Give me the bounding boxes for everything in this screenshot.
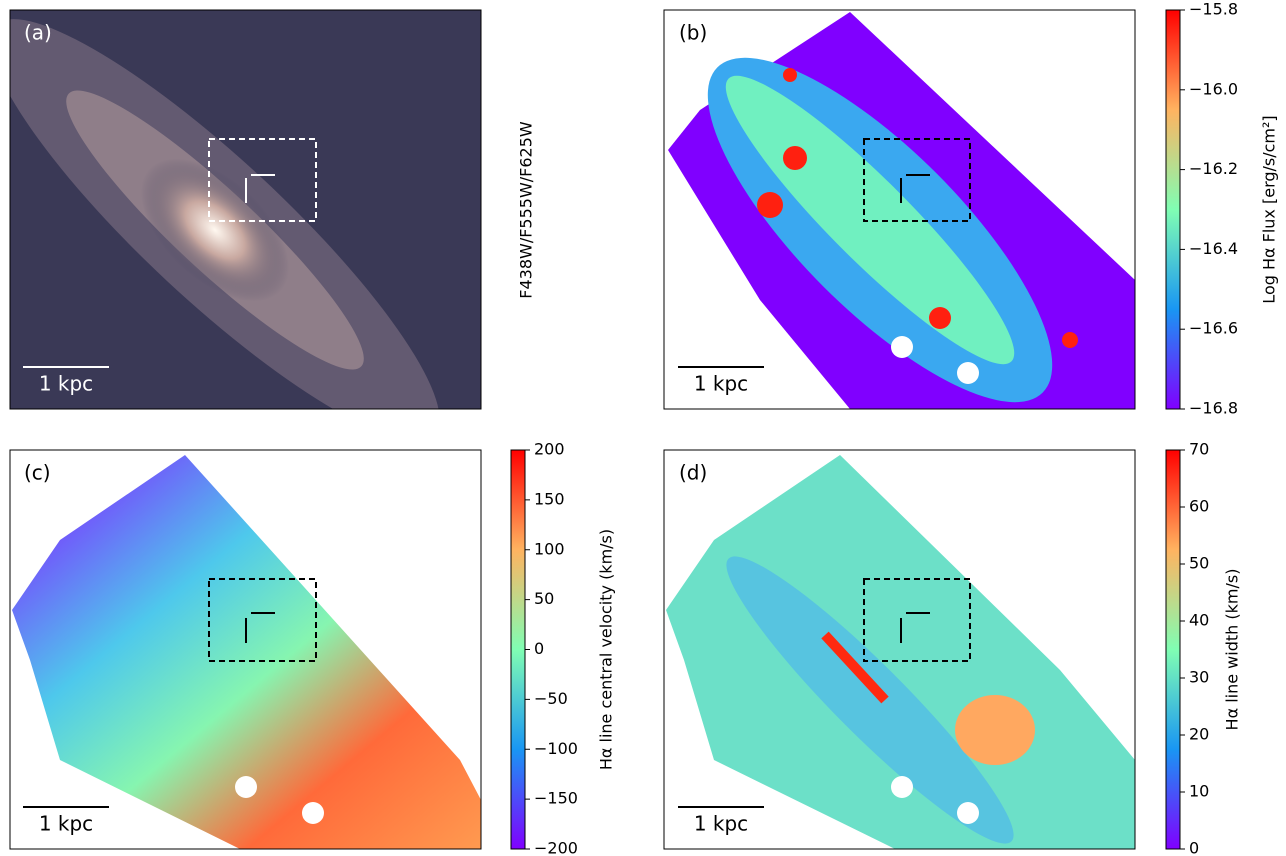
colorbar-tick-label: 50 [534,589,554,608]
colorbar-tick-label: −16.2 [1189,159,1238,178]
panel-label: (a) [24,21,52,45]
colorbar-tick-label: 20 [1189,725,1209,744]
colorbar-tick-label: −16.8 [1189,399,1238,418]
colorbar-tick-label: −150 [534,789,578,808]
colorbar-tick-label: −100 [534,739,578,758]
panel-label: (b) [679,21,707,45]
colorbar-tick-label: 30 [1189,668,1209,687]
colorbar-tick-label: 100 [534,539,565,558]
colorbar-label: Log Hα Flux [erg/s/cm²] [1260,115,1279,303]
image-d [666,455,1135,849]
colorbar-tick-label: 150 [534,489,565,508]
panel-label: (c) [24,461,51,485]
frame [9,449,482,850]
image-a [10,10,481,409]
frame [663,9,1136,410]
colorbar-tick-label: −16.0 [1189,79,1238,98]
colorbar [1165,449,1181,850]
colorbar-tick-label: −16.4 [1189,239,1238,258]
colorbar-tick-label: 70 [1189,440,1209,459]
overlays [23,138,971,808]
colorbar [1165,9,1181,410]
scale-bar-label: 1 kpc [694,372,748,396]
colorbar-tick-label: 0 [534,639,544,658]
colorbar-tick-label: 0 [1189,839,1199,856]
colorbar-tick-label: 40 [1189,611,1209,630]
colorbar-tick-label: 10 [1189,782,1209,801]
colorbar-tick-label: −50 [534,689,568,708]
colorbar-label: Hα line central velocity (km/s) [597,529,616,770]
frame [663,449,1136,850]
filter-label: F438W/F555W/F625W [517,121,536,299]
image-b [668,12,1135,409]
image-c [12,455,481,849]
colorbar-tick-label: −15.8 [1189,0,1238,19]
colorbar-tick-label: 50 [1189,554,1209,573]
colorbar-tick-label: −200 [534,839,578,856]
scale-bar-label: 1 kpc [39,372,93,396]
colorbar-tick-label: 200 [534,440,565,459]
panel-label: (d) [679,461,707,485]
colorbar-tick-label: 60 [1189,497,1209,516]
colorbar [510,449,526,850]
frame [9,9,482,410]
scale-bar-label: 1 kpc [694,812,748,836]
colorbar-label: Hα line width (km/s) [1223,569,1242,731]
colorbar-tick-label: −16.6 [1189,319,1238,338]
scale-bar-label: 1 kpc [39,812,93,836]
